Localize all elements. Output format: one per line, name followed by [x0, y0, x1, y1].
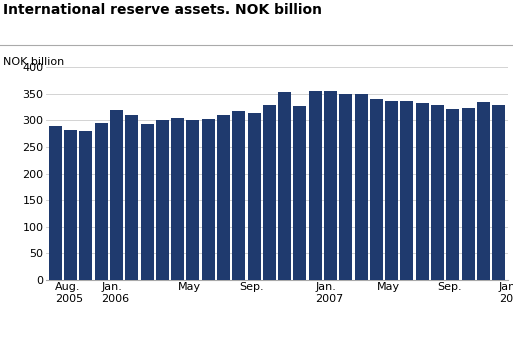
- Bar: [477, 102, 490, 280]
- Bar: [278, 92, 291, 280]
- Bar: [141, 124, 153, 280]
- Bar: [171, 118, 184, 280]
- Bar: [385, 101, 398, 280]
- Bar: [125, 115, 139, 280]
- Text: NOK billion: NOK billion: [3, 57, 64, 67]
- Bar: [309, 91, 322, 280]
- Bar: [431, 104, 444, 280]
- Bar: [492, 104, 505, 280]
- Bar: [232, 112, 245, 280]
- Bar: [110, 110, 123, 280]
- Bar: [95, 123, 108, 280]
- Bar: [263, 105, 276, 280]
- Bar: [217, 115, 230, 280]
- Bar: [354, 94, 368, 280]
- Bar: [80, 130, 92, 280]
- Bar: [401, 101, 413, 280]
- Bar: [293, 105, 306, 280]
- Bar: [339, 94, 352, 280]
- Bar: [370, 99, 383, 280]
- Bar: [49, 126, 62, 280]
- Bar: [324, 91, 337, 280]
- Bar: [416, 103, 429, 280]
- Bar: [156, 120, 169, 280]
- Bar: [446, 109, 459, 280]
- Bar: [248, 113, 261, 280]
- Bar: [186, 120, 200, 280]
- Bar: [64, 130, 77, 280]
- Text: International reserve assets. NOK billion: International reserve assets. NOK billio…: [3, 3, 322, 18]
- Bar: [202, 119, 215, 280]
- Bar: [462, 108, 475, 280]
